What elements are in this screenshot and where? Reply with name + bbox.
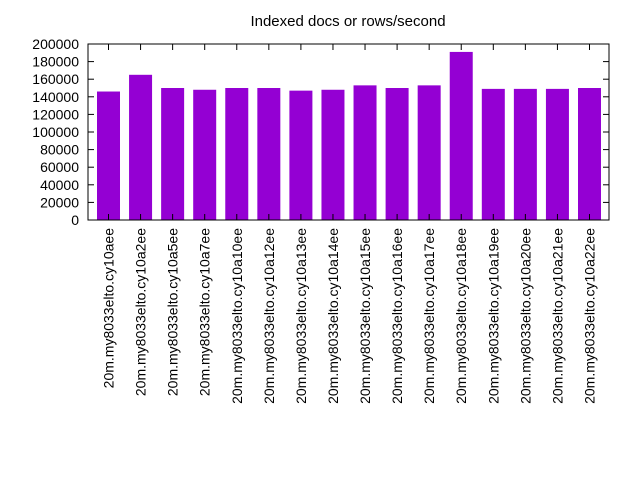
x-tick-label-prefix: 20m.my8033 (229, 323, 245, 404)
x-tick-label-suffix: elto.cy10a19ee (485, 228, 501, 323)
bar (257, 88, 281, 220)
y-tick-label: 180000 (32, 54, 79, 70)
plot-frame (87, 43, 610, 221)
y-tick-label: 0 (71, 212, 79, 228)
x-tick-label-prefix: 20m.my8033 (293, 323, 309, 404)
bar (449, 51, 473, 220)
x-tick-label-suffix: elto.cy10a13ee (293, 228, 309, 323)
bar (97, 91, 120, 221)
x-tick-label: 20m.my8033elto.cy10a7ee (197, 228, 213, 396)
x-tick-label-prefix: 20m.my8033 (549, 323, 565, 404)
y-tick-label: 120000 (32, 106, 79, 122)
y-tick-label: 140000 (32, 89, 79, 105)
bar (193, 89, 217, 220)
x-axis: 20m.my8033elto.cy10aee20m.my8033elto.cy1… (101, 44, 598, 404)
x-tick-label: 20m.my8033elto.cy10a19ee (485, 228, 501, 404)
bar (353, 85, 377, 220)
x-tick-label-prefix: 20m.my8033 (325, 323, 341, 404)
x-tick-label-suffix: elto.cy10a21ee (549, 228, 565, 323)
x-tick-label: 20m.my8033elto.cy10a13ee (293, 228, 309, 404)
y-tick-label: 40000 (40, 177, 79, 193)
x-tick-label-prefix: 20m.my8033 (357, 323, 373, 404)
x-tick-label: 20m.my8033elto.cy10a5ee (165, 228, 181, 396)
x-tick-label-prefix: 20m.my8033 (197, 315, 213, 396)
bar (321, 89, 345, 220)
x-tick-label-suffix: elto.cy10a17ee (421, 228, 437, 323)
x-tick-label: 20m.my8033elto.cy10a17ee (421, 228, 437, 404)
x-tick-label-prefix: 20m.my8033 (101, 307, 117, 388)
y-tick-label: 200000 (32, 36, 79, 52)
x-tick-label: 20m.my8033elto.cy10a15ee (357, 228, 373, 404)
x-tick-label-suffix: elto.cy10a12ee (261, 228, 277, 323)
x-tick-label: 20m.my8033elto.cy10a18ee (453, 228, 469, 404)
y-tick-label: 60000 (40, 159, 79, 175)
x-tick-label-suffix: elto.cy10a10ee (229, 228, 245, 323)
x-tick-label-prefix: 20m.my8033 (485, 323, 501, 404)
bar (513, 88, 537, 220)
bar (129, 74, 153, 220)
x-tick-label-prefix: 20m.my8033 (453, 323, 469, 404)
x-tick-label-prefix: 20m.my8033 (517, 323, 533, 404)
x-tick-label-prefix: 20m.my8033 (133, 315, 149, 396)
x-tick-label-prefix: 20m.my8033 (165, 315, 181, 396)
x-tick-label-prefix: 20m.my8033 (421, 323, 437, 404)
x-tick-label-prefix: 20m.my8033 (582, 323, 598, 404)
x-tick-label: 20m.my8033elto.cy10a21ee (549, 228, 565, 404)
x-tick-label: 20m.my8033elto.cy10aee (101, 228, 117, 389)
bar (385, 88, 409, 220)
x-tick-label-suffix: elto.cy10a14ee (325, 228, 341, 323)
x-tick-label: 20m.my8033elto.cy10a12ee (261, 228, 277, 404)
x-tick-label: 20m.my8033elto.cy10a20ee (517, 228, 533, 404)
x-tick-label: 20m.my8033elto.cy10a22ee (582, 228, 598, 404)
bar (545, 88, 569, 220)
bar (481, 88, 505, 220)
x-tick-label-suffix: elto.cy10a18ee (453, 228, 469, 323)
y-tick-label: 100000 (32, 124, 79, 140)
y-tick-label: 80000 (40, 142, 79, 158)
y-tick-label: 20000 (40, 194, 79, 210)
x-tick-label: 20m.my8033elto.cy10a10ee (229, 228, 245, 404)
x-tick-label: 20m.my8033elto.cy10a2ee (133, 228, 149, 396)
chart-title: Indexed docs or rows/second (250, 13, 445, 30)
x-tick-label: 20m.my8033elto.cy10a16ee (389, 228, 405, 404)
x-tick-label-suffix: elto.cy10a5ee (165, 228, 181, 315)
x-tick-label-suffix: elto.cy10a20ee (517, 228, 533, 323)
x-tick-label: 20m.my8033elto.cy10a14ee (325, 228, 341, 404)
x-tick-label-suffix: elto.cy10a22ee (582, 228, 598, 323)
bar (417, 85, 441, 220)
x-tick-label-suffix: elto.cy10a7ee (197, 228, 213, 315)
x-tick-label-suffix: elto.cy10a16ee (389, 228, 405, 323)
bar (225, 88, 249, 220)
x-tick-label-prefix: 20m.my8033 (389, 323, 405, 404)
x-tick-label-suffix: elto.cy10aee (101, 228, 117, 308)
bar (289, 90, 313, 220)
bar (578, 88, 601, 220)
bar (161, 88, 185, 220)
x-tick-label-prefix: 20m.my8033 (261, 323, 277, 404)
bars (97, 51, 601, 221)
x-tick-label-suffix: elto.cy10a2ee (133, 228, 149, 315)
x-tick-label-suffix: elto.cy10a15ee (357, 228, 373, 323)
y-tick-label: 160000 (32, 71, 79, 87)
